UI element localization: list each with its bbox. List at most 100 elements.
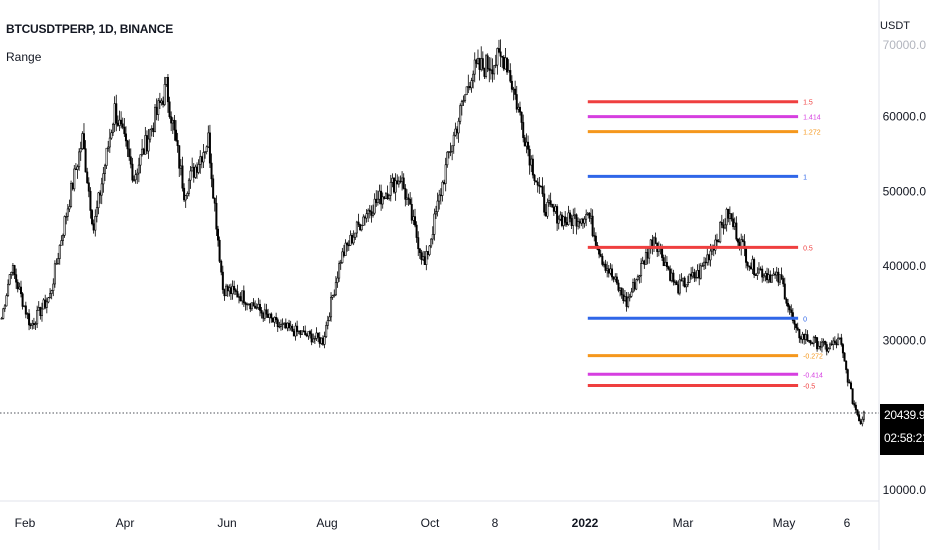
candle: [15, 268, 18, 289]
indicator-title[interactable]: Range: [6, 50, 42, 64]
candle-body: [47, 297, 50, 303]
range-level-1.5: 1.5: [587, 100, 813, 107]
candle: [52, 278, 55, 297]
candle-body: [315, 332, 318, 339]
candle: [79, 141, 82, 161]
candle: [638, 274, 641, 284]
candle-body: [703, 261, 706, 267]
candle: [567, 205, 570, 226]
candle-body: [110, 132, 113, 139]
candle: [181, 156, 184, 192]
candle-body: [590, 215, 593, 219]
candle: [70, 180, 73, 208]
candle: [749, 262, 752, 270]
price-label-partial: 70000.0: [883, 38, 927, 52]
candle-body: [664, 262, 667, 267]
candle-body: [254, 305, 257, 309]
candle-body: [431, 234, 434, 240]
candle-body: [820, 341, 823, 348]
candle: [246, 302, 249, 311]
candle-body: [100, 183, 103, 196]
candle: [202, 143, 205, 169]
candle-body: [462, 100, 465, 102]
candle: [197, 159, 200, 175]
candle-body: [239, 296, 242, 302]
candle-body: [475, 59, 478, 64]
candle-body: [53, 263, 56, 285]
candle-body: [24, 305, 27, 315]
candle-body: [342, 251, 345, 256]
candle-body: [733, 222, 736, 227]
candle-body: [275, 317, 278, 321]
candle: [630, 287, 633, 298]
candle-body: [175, 129, 178, 141]
candle: [632, 278, 635, 293]
candle-body: [562, 216, 565, 226]
candle: [163, 76, 166, 107]
candle-body: [759, 268, 762, 271]
candle-body: [446, 151, 449, 166]
candle: [460, 99, 463, 116]
candle: [588, 212, 591, 222]
range-level-label: 1.414: [803, 115, 821, 122]
candle-body: [837, 337, 840, 346]
candle-body: [614, 276, 617, 280]
candle-body: [428, 245, 431, 255]
candle-body: [121, 123, 124, 128]
candle: [170, 111, 173, 132]
candle: [39, 306, 42, 320]
candle: [399, 175, 402, 184]
candle: [120, 111, 123, 129]
price-axis-labels: 60000.0 50000.0 40000.0 30000.0 10000.0 70000…: [883, 38, 927, 497]
candle: [754, 273, 757, 276]
candle: [128, 139, 131, 161]
candle: [168, 96, 171, 119]
range-level--0.5: -0.5: [587, 383, 815, 390]
candle: [769, 270, 772, 283]
candle: [205, 145, 208, 155]
candle: [134, 169, 137, 184]
candle: [489, 57, 492, 80]
candle: [19, 280, 22, 298]
candle-body: [790, 309, 793, 313]
candle-body: [323, 336, 326, 345]
candle: [840, 333, 843, 347]
candle: [735, 216, 738, 242]
candle-body: [635, 279, 638, 290]
axes-layer: [0, 0, 880, 550]
candle: [683, 276, 686, 288]
candle-body: [843, 352, 846, 362]
candle: [338, 260, 341, 282]
candle: [699, 262, 702, 280]
candle: [570, 214, 573, 230]
candle-body: [611, 268, 614, 278]
candle: [462, 95, 465, 106]
candle-body: [715, 239, 718, 242]
candle-body: [320, 337, 323, 344]
candle: [494, 54, 497, 69]
candle: [220, 259, 223, 276]
candle-body: [620, 287, 623, 296]
candle: [643, 259, 646, 269]
candle: [586, 211, 589, 216]
candle: [685, 284, 688, 293]
candle: [268, 313, 271, 324]
candle: [10, 271, 13, 279]
candle: [74, 163, 77, 171]
candle-body: [404, 188, 407, 200]
candle: [289, 320, 292, 331]
candle-body: [247, 303, 250, 305]
candle: [593, 227, 596, 242]
candle: [91, 208, 94, 226]
candle-body: [686, 282, 689, 286]
candle-body: [809, 340, 812, 344]
candle-body: [761, 268, 764, 278]
candle-body: [418, 248, 421, 253]
candle-body: [662, 257, 665, 267]
candle-body: [724, 224, 727, 229]
candle: [107, 140, 110, 152]
candle-body: [609, 268, 612, 274]
candle: [452, 131, 455, 154]
